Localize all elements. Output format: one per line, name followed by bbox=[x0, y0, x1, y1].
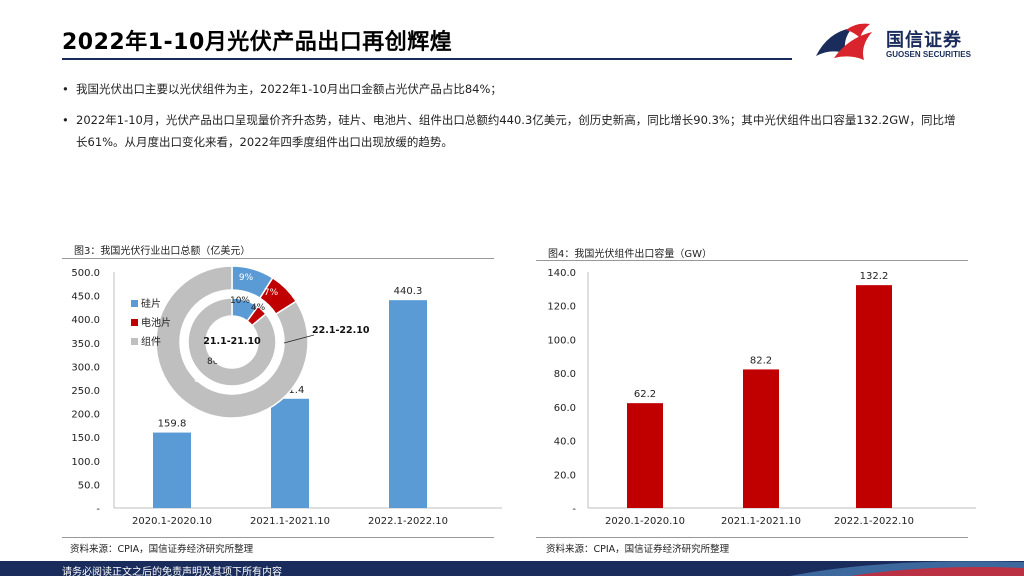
chart2-y-tick-label: 120.0 bbox=[547, 302, 576, 313]
chart2-y-tick-label: 40.0 bbox=[554, 437, 576, 448]
chart2-bar bbox=[743, 369, 779, 508]
chart2-y-tick-label: 140.0 bbox=[547, 268, 576, 279]
title-divider bbox=[62, 58, 792, 60]
chart1-bar bbox=[271, 398, 309, 508]
pie-outer-slice-label: 9% bbox=[239, 273, 254, 283]
chart2-source-rule bbox=[536, 537, 968, 538]
chart1-y-tick-label: 450.0 bbox=[71, 292, 100, 303]
chart2-bar bbox=[627, 403, 663, 508]
chart1-y-tick-label: - bbox=[96, 504, 100, 515]
chart2-y-tick-label: 100.0 bbox=[547, 335, 576, 346]
pie-outer-ring-label: 22.1-22.10 bbox=[312, 325, 370, 336]
logo-subtitle: GUOSEN SECURITIES bbox=[886, 50, 971, 59]
chart2-y-tick-label: 80.0 bbox=[554, 369, 576, 380]
chart2-x-tick-label: 2021.1-2021.10 bbox=[721, 516, 801, 527]
chart1-y-tick-label: 350.0 bbox=[71, 339, 100, 350]
chart2-y-tick-label: 20.0 bbox=[554, 470, 576, 481]
chart1-y-tick-label: 150.0 bbox=[71, 433, 100, 444]
pie-legend-swatch bbox=[131, 338, 138, 345]
pie-outer-leader-line bbox=[283, 334, 315, 344]
pie-outer-slice-label: 84% bbox=[194, 375, 214, 385]
pie-outer-slice-label: 7% bbox=[264, 288, 279, 298]
pie-legend-swatch bbox=[131, 300, 138, 307]
pie-inner-slice-label: 4% bbox=[251, 303, 266, 313]
pie-legend-swatch bbox=[131, 319, 138, 326]
chart1-source-rule bbox=[62, 537, 494, 538]
chart1-title: 图3：我国光伏行业出口总额（亿美元） bbox=[74, 246, 251, 257]
chart1-svg: 500.0 450.0 400.0 350.0 300.0 250.0 200.0 150.0… bbox=[71, 265, 502, 527]
chart2-x-tick-label: 2022.1-2022.10 bbox=[834, 516, 914, 527]
chart1-bar bbox=[389, 300, 427, 508]
chart2-svg: 140.0 120.0 100.0 80.0 60.0 40.0 20.0 - 62.2 2020… bbox=[547, 268, 976, 527]
chart1-y-tick-label: 50.0 bbox=[78, 480, 100, 491]
chart2-x-tick-label: 2020.1-2020.10 bbox=[605, 516, 685, 527]
pie-inner-slice-label: 10% bbox=[230, 296, 250, 306]
pie-legend-label: 组件 bbox=[141, 335, 161, 348]
chart1-x-tick-label: 2021.1-2021.10 bbox=[250, 516, 330, 527]
chart1-y-tick-label: 500.0 bbox=[71, 268, 100, 279]
chart1-y-tick-label: 100.0 bbox=[71, 457, 100, 468]
logo-name: 国信证券 bbox=[886, 30, 962, 51]
pie-inner-ring-label: 21.1-21.10 bbox=[203, 336, 261, 347]
chart2-y-tick-label: - bbox=[572, 504, 576, 515]
guosen-logo-icon bbox=[816, 23, 872, 60]
chart1-data-label: 440.3 bbox=[394, 286, 423, 297]
bullet-item: 我国光伏出口主要以光伏组件为主，2022年1-10月出口金额占光伏产品占比84%… bbox=[62, 78, 962, 100]
chart1-bar bbox=[153, 432, 191, 508]
pie-legend-label: 电池片 bbox=[141, 316, 171, 329]
pie-center bbox=[206, 316, 258, 368]
chart2-title-rule bbox=[536, 260, 968, 261]
chart2-source: 资料来源：CPIA，国信证券经济研究所整理 bbox=[546, 544, 730, 555]
footer-bar bbox=[0, 561, 1024, 576]
chart1-x-tick-label: 2022.1-2022.10 bbox=[368, 516, 448, 527]
chart1-y-tick-label: 250.0 bbox=[71, 386, 100, 397]
footer-disclaimer: 请务必阅读正文之后的免责声明及其项下所有内容 bbox=[62, 567, 282, 576]
bullet-item: 2022年1-10月，光伏产品出口呈现量价齐升态势，硅片、电池片、组件出口总额约… bbox=[62, 109, 962, 153]
chart2-title: 图4：我国光伏组件出口容量（GW） bbox=[548, 249, 712, 260]
chart2-data-label: 82.2 bbox=[750, 355, 772, 366]
footer-swoosh-icon bbox=[790, 561, 1024, 576]
chart1-data-label: 159.8 bbox=[158, 419, 187, 430]
chart2-y-tick-label: 60.0 bbox=[554, 403, 576, 414]
chart1-y-tick-label: 400.0 bbox=[71, 315, 100, 326]
chart1-title-rule bbox=[62, 258, 494, 259]
page-title: 2022年1-10月光伏产品出口再创辉煌 bbox=[62, 30, 453, 55]
chart1-y-tick-label: 300.0 bbox=[71, 362, 100, 373]
chart1-x-tick-label: 2020.1-2020.10 bbox=[132, 516, 212, 527]
chart1-y-tick-label: 200.0 bbox=[71, 410, 100, 421]
chart2-data-label: 62.2 bbox=[634, 389, 656, 400]
chart2-bar bbox=[856, 285, 892, 508]
pie-outer-slice bbox=[155, 265, 309, 419]
bullet-list: 我国光伏出口主要以光伏组件为主，2022年1-10月出口金额占光伏产品占比84%… bbox=[62, 78, 962, 162]
pie-legend-label: 硅片 bbox=[141, 297, 161, 310]
chart2-data-label: 132.2 bbox=[860, 271, 889, 282]
chart1-source: 资料来源：CPIA，国信证券经济研究所整理 bbox=[70, 544, 254, 555]
